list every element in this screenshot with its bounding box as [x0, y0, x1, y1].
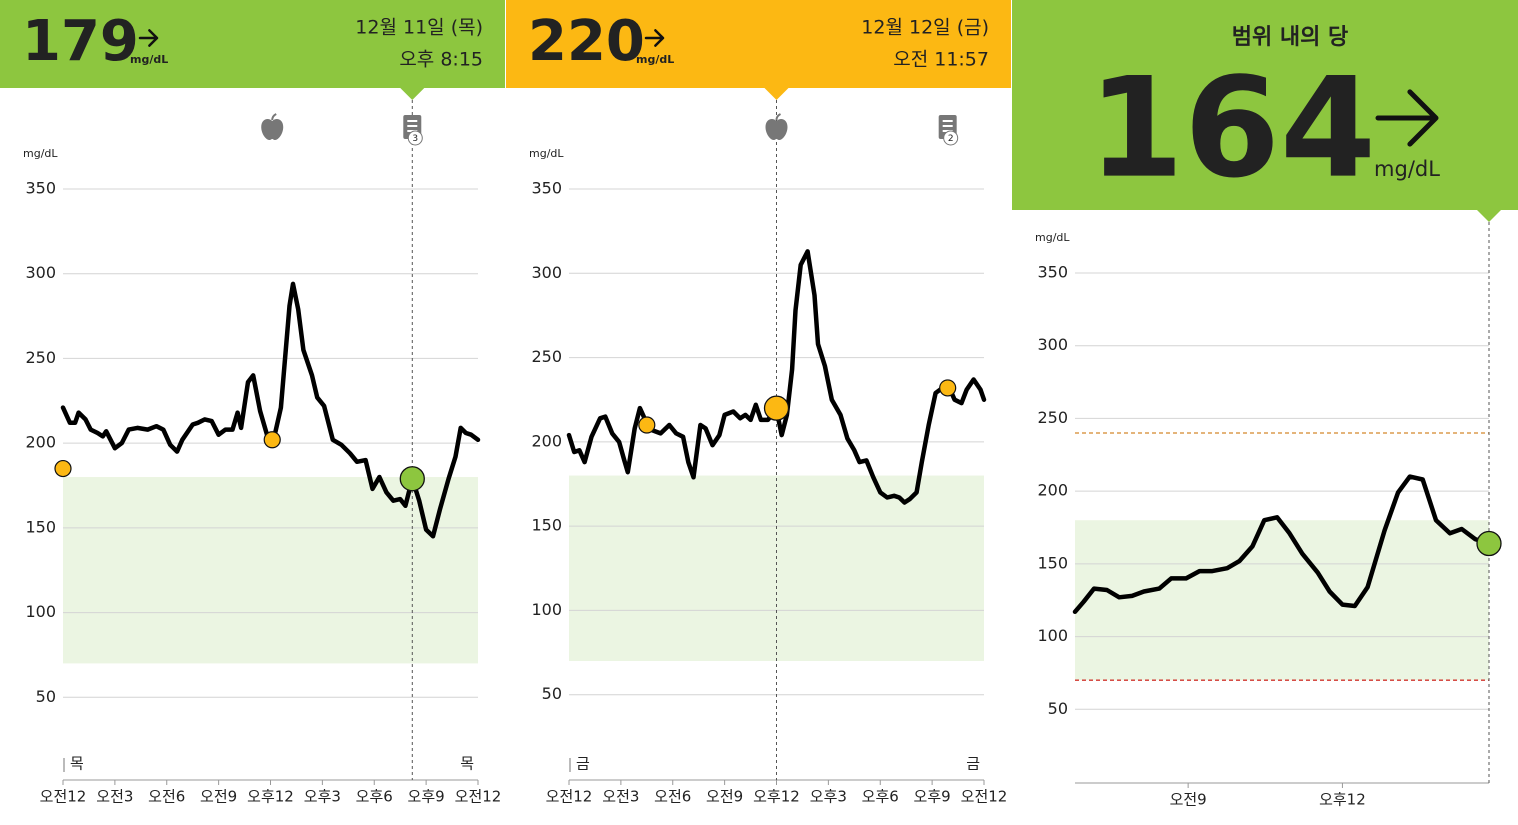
x-tick-label: 오전12 — [40, 788, 87, 806]
day-label: 금 — [966, 755, 980, 773]
header-title: 범위 내의 당 — [1232, 25, 1349, 50]
target-range — [63, 477, 478, 664]
y-tick-label: 150 — [531, 516, 562, 535]
scan-point — [54, 459, 72, 478]
y-tick-label: 50 — [542, 684, 562, 703]
food-icon — [765, 113, 788, 140]
y-tick-label: 200 — [1037, 481, 1068, 500]
x-tick-label: 오후9 — [914, 788, 951, 806]
note-badge — [407, 130, 423, 146]
x-tick-label: 오전12 — [546, 788, 593, 806]
reading-unit: mg/dL — [636, 53, 674, 66]
x-tick-label: 오전9 — [706, 788, 743, 806]
current-reading — [1476, 530, 1502, 557]
note-count: 2 — [948, 134, 954, 144]
y-tick-label: 150 — [25, 517, 56, 536]
x-tick-label: 오전9 — [1170, 791, 1207, 809]
x-tick-label: 오전6 — [654, 788, 691, 806]
x-tick-label: 오후3 — [810, 788, 847, 806]
target-range — [1075, 520, 1489, 681]
reading: 220 — [528, 9, 645, 74]
note-icon: 2 — [938, 115, 959, 146]
note-count: 3 — [412, 134, 418, 144]
header-pointer — [400, 88, 425, 100]
day-label: 금 — [576, 755, 590, 773]
y-tick-label: 300 — [1037, 335, 1068, 354]
x-tick-label: 오전3 — [96, 788, 133, 806]
x-tick-label: 오전3 — [602, 788, 639, 806]
x-tick-label: 오후6 — [862, 788, 899, 806]
day-label: 목 — [460, 755, 474, 773]
header — [506, 0, 1011, 88]
x-tick-label: 오전9 — [200, 788, 237, 806]
date: 12월 12일 (금) — [861, 17, 989, 39]
header — [1012, 0, 1518, 210]
reading-unit: mg/dL — [1374, 157, 1440, 181]
x-tick-label: 오후12 — [1319, 791, 1366, 809]
apple-leaf — [271, 113, 277, 121]
y-tick-label: 50 — [36, 687, 56, 706]
time: 오전 11:57 — [893, 49, 989, 71]
y-tick-label: 250 — [25, 348, 56, 367]
y-tick-label: 300 — [531, 263, 562, 282]
header-pointer — [764, 88, 789, 100]
x-tick-label: 오전6 — [148, 788, 185, 806]
y-tick-label: 100 — [531, 600, 562, 619]
x-tick-label: 오후6 — [356, 788, 393, 806]
y-axis-label: mg/dL — [1035, 231, 1070, 244]
reading: 179 — [22, 9, 139, 74]
y-tick-label: 300 — [25, 263, 56, 282]
x-tick-label: 오후9 — [408, 788, 445, 806]
y-tick-label: 100 — [1037, 626, 1068, 645]
scan-point — [638, 416, 656, 434]
x-tick-label: 오후12 — [753, 788, 800, 806]
food-icon — [261, 113, 284, 140]
scan-point — [263, 431, 281, 449]
header-pointer — [1477, 210, 1501, 222]
y-tick-label: 200 — [531, 431, 562, 450]
trend-arrow — [1375, 89, 1439, 147]
y-tick-label: 350 — [25, 179, 56, 198]
x-tick-label: 오전12 — [455, 788, 502, 806]
reading: 164 — [1088, 48, 1376, 209]
date: 12월 11일 (목) — [355, 17, 483, 39]
x-tick-label: 오후12 — [247, 788, 294, 806]
y-tick-label: 150 — [1037, 553, 1068, 572]
x-tick-label: 오후3 — [304, 788, 341, 806]
y-tick-label: 250 — [1037, 408, 1068, 427]
y-tick-label: 100 — [25, 602, 56, 621]
current-reading — [399, 466, 425, 492]
y-tick-label: 350 — [531, 179, 562, 198]
glucose-line — [1072, 474, 1492, 615]
trend-arrow — [138, 29, 159, 47]
y-tick-label: 200 — [25, 433, 56, 452]
day-label: 목 — [70, 755, 84, 773]
apple-leaf — [775, 113, 781, 121]
time: 오후 8:15 — [399, 49, 483, 71]
y-tick-label: 350 — [1037, 263, 1068, 282]
y-axis-label: mg/dL — [23, 147, 58, 160]
note-badge — [943, 130, 959, 146]
y-tick-label: 250 — [531, 347, 562, 366]
header — [0, 0, 505, 88]
x-tick-label: 오전12 — [961, 788, 1008, 806]
scan-point — [939, 379, 957, 397]
note-icon: 3 — [403, 115, 423, 146]
apple — [261, 119, 284, 140]
y-tick-label: 50 — [1048, 699, 1068, 718]
current-reading — [763, 395, 790, 421]
trend-arrow — [644, 29, 665, 47]
apple — [765, 119, 788, 140]
y-axis-label: mg/dL — [529, 147, 564, 160]
reading-unit: mg/dL — [130, 53, 168, 66]
